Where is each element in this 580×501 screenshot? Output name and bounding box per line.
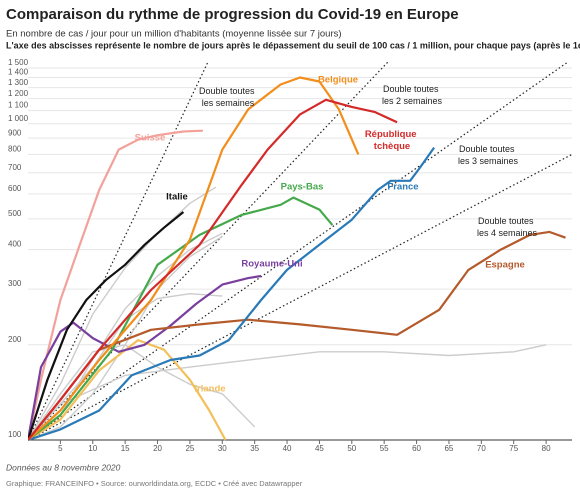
y-tick-label: 1 000 [8, 114, 29, 123]
y-tick-label: 600 [8, 184, 22, 193]
series-label: Espagne [485, 260, 525, 271]
subtitle: L'axe des abscisses représente le nombre… [6, 40, 580, 50]
series-line [28, 344, 547, 441]
x-tick-label: 60 [412, 444, 421, 453]
series-label: Royaume-Uni [241, 259, 302, 270]
x-tick-label: 20 [153, 444, 162, 453]
series-line [28, 146, 435, 441]
x-tick-label: 15 [121, 444, 130, 453]
x-tick-label: 25 [185, 444, 194, 453]
x-tick-label: 5 [58, 444, 63, 453]
x-tick-label: 75 [509, 444, 518, 453]
reference-line [28, 153, 573, 441]
reference-label: Double toutes les 2 semaines [382, 84, 443, 106]
series-line [28, 186, 217, 441]
series-line [28, 129, 203, 441]
series-label: Italie [166, 192, 188, 203]
x-tick-label: 35 [250, 444, 259, 453]
series-line [28, 98, 398, 441]
y-tick-label: 1 100 [8, 101, 29, 110]
chart-title: Comparaison du rythme de progression du … [6, 6, 459, 23]
y-tick-label: 1 200 [8, 89, 29, 98]
y-tick-label: 100 [8, 430, 22, 439]
y-tick-label: 200 [8, 335, 22, 344]
y-tick-label: 400 [8, 240, 22, 249]
series-label: Pays-Bas [281, 182, 324, 193]
y-tick-label: 700 [8, 163, 22, 172]
series-label: Irlande [194, 384, 225, 395]
x-tick-label: 10 [88, 444, 97, 453]
y-tick-label: 900 [8, 128, 22, 137]
y-tick-label: 1 400 [8, 68, 29, 77]
y-tick-label: 800 [8, 144, 22, 153]
series-line [28, 274, 262, 441]
series-line [28, 196, 334, 441]
series-label: Belgique [318, 75, 358, 86]
series-line [28, 344, 256, 441]
series-line [28, 339, 227, 441]
x-tick-label: 65 [444, 444, 453, 453]
y-tick-label: 300 [8, 279, 22, 288]
x-tick-label: 50 [347, 444, 356, 453]
series-line [28, 76, 360, 441]
reference-label: Double toutes les semaines [199, 86, 257, 108]
subtitle: En nombre de cas / jour pour un million … [6, 29, 342, 40]
x-tick-label: 45 [315, 444, 324, 453]
plot-area [28, 62, 573, 441]
series-label: France [387, 182, 418, 193]
series-label: Suisse [135, 133, 166, 144]
x-tick-label: 55 [380, 444, 389, 453]
note: Données au 8 novembre 2020 [6, 462, 121, 472]
y-tick-label: 1 300 [8, 78, 29, 87]
reference-label: Double toutes les 3 semaines [458, 144, 519, 166]
source: Graphique: FRANCEINFO • Source: ourworld… [6, 479, 303, 488]
x-tick-label: 70 [477, 444, 486, 453]
x-tick-label: 30 [218, 444, 227, 453]
x-tick-label: 40 [283, 444, 292, 453]
reference-label: Double toutes les 4 semaines [477, 216, 538, 238]
y-tick-label: 500 [8, 209, 22, 218]
series-line [28, 211, 185, 441]
series-label: République tchèque [365, 129, 419, 152]
x-tick-label: 80 [542, 444, 551, 453]
reference-line [28, 62, 569, 441]
y-tick-label: 1 500 [8, 58, 29, 67]
series-line [28, 230, 566, 441]
